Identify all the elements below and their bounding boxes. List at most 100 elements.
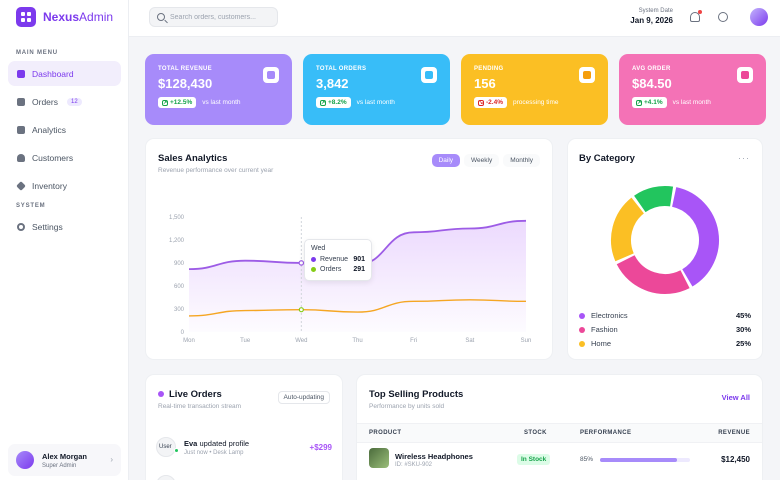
category-donut-chart	[611, 186, 719, 294]
tag-icon	[737, 67, 753, 83]
tooltip-revenue-row: Revenue 901	[311, 256, 365, 263]
auto-updating-button[interactable]: Auto-updating	[277, 391, 330, 404]
avatar	[16, 451, 34, 469]
panel-title: By Category	[579, 153, 635, 164]
trend-up-icon: ↗	[636, 99, 642, 106]
sidebar-item-label: Settings	[32, 221, 63, 232]
legend-home: Home 25%	[579, 339, 751, 348]
panel-title: Live Orders	[169, 389, 222, 400]
category-panel: By Category ··· Electronics 45% Fashion …	[567, 138, 763, 360]
slice-other[interactable]	[634, 186, 674, 213]
stat-card-pending[interactable]: PENDING 156 ↘ -2.4% processing time	[461, 54, 608, 125]
logo-icon	[16, 7, 36, 27]
bell-icon[interactable]	[690, 10, 702, 22]
stat-card-total-revenue[interactable]: TOTAL REVENUE $128,430 ↗ +12.5% vs last m…	[145, 54, 292, 125]
avatar: User	[156, 437, 176, 457]
x-tick-label: Tue	[240, 338, 251, 344]
period-toggle: Daily Weekly Monthly	[431, 154, 540, 167]
trend-up-icon: ↗	[162, 99, 168, 106]
data-point-orders[interactable]	[298, 307, 304, 313]
stat-label: AVG ORDER	[632, 66, 671, 72]
column-header-revenue: REVENUE	[718, 430, 750, 436]
search-icon	[157, 13, 165, 21]
column-header-product: PRODUCT	[369, 430, 402, 436]
stat-label: TOTAL ORDERS	[316, 66, 367, 72]
slice-fashion[interactable]	[616, 254, 690, 294]
wallet-icon	[263, 67, 279, 83]
tab-weekly[interactable]: Weekly	[464, 154, 500, 167]
stat-change-badge: ↗ +4.1%	[632, 97, 667, 108]
sidebar-item-label: Analytics	[32, 124, 67, 135]
bag-icon	[421, 67, 437, 83]
gear-icon	[17, 222, 25, 231]
sidebar-item-settings[interactable]: Settings	[8, 214, 121, 239]
tab-monthly[interactable]: Monthly	[503, 154, 540, 167]
trend-up-icon: ↗	[320, 99, 326, 106]
panel-subtitle: Real-time transaction stream	[158, 403, 242, 410]
system-date-label: System Date	[638, 8, 673, 14]
column-header-performance: PERFORMANCE	[580, 430, 632, 436]
data-point-revenue[interactable]	[298, 260, 305, 266]
system-date-value: Jan 9, 2026	[630, 16, 673, 25]
list-item[interactable]	[156, 471, 332, 480]
x-tick-label: Sun	[521, 338, 532, 344]
series-line-orders	[188, 299, 527, 317]
column-header-stock: STOCK	[524, 430, 547, 436]
stat-card-total-orders[interactable]: TOTAL ORDERS 3,842 ↗ +8.2% vs last month	[303, 54, 450, 125]
list-item[interactable]: User Eva updated profile Just now • Desk…	[156, 433, 332, 461]
slice-home[interactable]	[611, 197, 645, 262]
sidebar-item-orders[interactable]: Orders 12	[8, 89, 121, 114]
x-tick-label: Thu	[352, 338, 362, 344]
tooltip-day: Wed	[311, 245, 326, 252]
y-tick-label: 1,500	[169, 215, 185, 221]
x-tick-label: Sat	[465, 338, 474, 344]
live-orders-panel: Live Orders Real-time transaction stream…	[145, 374, 343, 480]
stat-subtext: processing time	[512, 99, 559, 106]
search-box[interactable]	[149, 7, 278, 27]
chart-icon	[17, 125, 25, 134]
trend-down-icon: ↘	[478, 99, 484, 106]
sidebar-item-label: Dashboard	[32, 68, 74, 79]
user-name: Alex Morgan	[42, 451, 88, 461]
live-indicator-icon	[158, 391, 164, 397]
system-date: System Date Jan 9, 2026	[630, 8, 673, 25]
brand[interactable]: NexusAdmin	[16, 7, 113, 27]
sidebar-item-label: Customers	[32, 152, 74, 163]
top-products-panel: Top Selling Products Performance by unit…	[356, 374, 763, 480]
avatar[interactable]	[750, 8, 768, 26]
slice-electronics[interactable]	[671, 187, 719, 287]
more-options-icon[interactable]: ···	[738, 153, 750, 163]
sidebar-item-customers[interactable]: Customers	[8, 145, 121, 170]
stat-change-badge: ↗ +8.2%	[316, 97, 351, 108]
y-tick-label: 300	[174, 307, 185, 313]
x-tick-label: Mon	[183, 338, 195, 344]
panel-title: Sales Analytics	[158, 153, 228, 164]
panel-title: Top Selling Products	[369, 389, 464, 400]
stat-card-avg-order[interactable]: AVG ORDER $84.50 ↗ +4.1% vs last month	[619, 54, 766, 125]
legend-electronics: Electronics 45%	[579, 311, 751, 320]
sidebar-item-analytics[interactable]: Analytics	[8, 117, 121, 142]
stat-value: 156	[474, 76, 496, 91]
performance-bar	[600, 458, 690, 462]
chat-icon[interactable]	[718, 12, 728, 22]
nav-section-main: MAIN MENU	[16, 50, 58, 56]
box-icon	[16, 180, 26, 191]
stat-value: $84.50	[632, 76, 672, 91]
search-input[interactable]	[170, 13, 275, 21]
performance-percent: 85%	[580, 456, 594, 463]
sidebar-item-dashboard[interactable]: Dashboard	[8, 61, 121, 86]
tab-daily[interactable]: Daily	[431, 154, 461, 167]
cart-icon	[17, 97, 25, 106]
stat-label: TOTAL REVENUE	[158, 66, 212, 72]
y-tick-label: 600	[174, 284, 185, 290]
sidebar-item-inventory[interactable]: Inventory	[8, 173, 121, 198]
stat-value: 3,842	[316, 76, 349, 91]
order-amount: +$299	[309, 442, 332, 452]
sales-analytics-panel: Sales Analytics Revenue performance over…	[145, 138, 553, 360]
stat-subtext: vs last month	[672, 99, 711, 106]
legend-fashion: Fashion 30%	[579, 325, 751, 334]
panel-subtitle: Performance by units sold	[369, 403, 445, 410]
view-all-link[interactable]: View All	[721, 393, 750, 402]
stat-subtext: vs last month	[202, 99, 241, 106]
user-profile-card[interactable]: Alex Morgan Super Admin ›	[8, 444, 121, 476]
